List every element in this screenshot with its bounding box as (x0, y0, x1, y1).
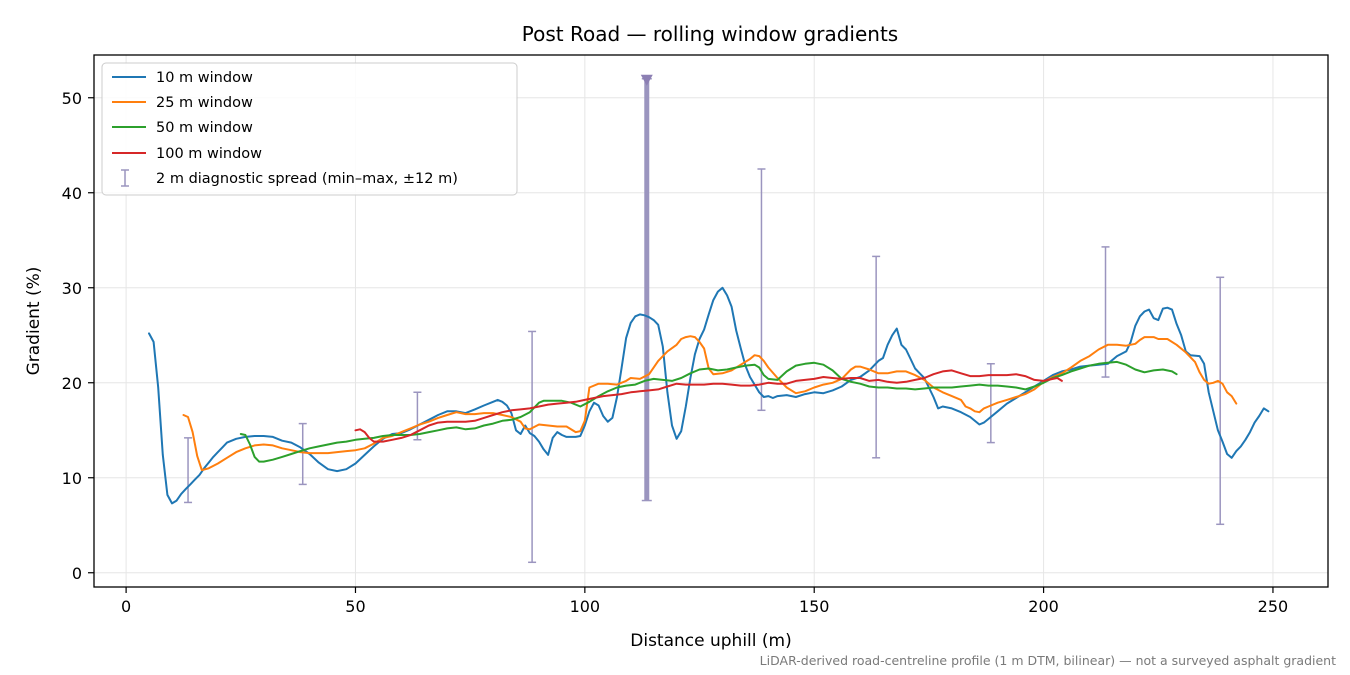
legend-label-100m: 100 m window (156, 146, 262, 162)
x-tick-label: 200 (1028, 597, 1059, 616)
error-bar-max-marker (640, 74, 653, 86)
legend-box (101, 62, 518, 196)
x-axis-label: Distance uphill (m) (630, 631, 791, 651)
error-bar (640, 74, 653, 502)
footnote: LiDAR-derived road-centreline profile (1… (760, 653, 1336, 668)
axis-ticks: 0 50 100 150 200 250 0 10 20 30 40 50 (62, 89, 1289, 616)
legend-swatch-errorbar (121, 169, 129, 187)
y-tick-label: 40 (62, 184, 82, 203)
y-tick-label: 30 (62, 279, 82, 298)
legend-label-25m: 25 m window (156, 95, 253, 111)
x-tick-label: 0 (121, 597, 131, 616)
legend-label-10m: 10 m window (156, 70, 253, 86)
y-axis-label: Gradient (%) (24, 267, 44, 376)
error-bar (528, 330, 537, 564)
series-lines (148, 286, 1270, 505)
y-tick-label: 10 (62, 469, 82, 488)
chart-title: Post Road — rolling window gradients (522, 22, 898, 46)
error-bar (298, 422, 307, 486)
error-bar (1101, 246, 1110, 378)
series-line-3 (354, 369, 1063, 443)
error-bar (872, 255, 881, 459)
x-tick-label: 50 (345, 597, 365, 616)
error-bar (1216, 276, 1225, 526)
plot-frame (93, 54, 1329, 588)
x-tick-label: 100 (570, 597, 601, 616)
series-line-0 (148, 286, 1270, 505)
x-tick-label: 150 (799, 597, 830, 616)
y-tick-label: 50 (62, 89, 82, 108)
error-bar (184, 437, 193, 504)
x-tick-label: 250 (1258, 597, 1289, 616)
series-line-2 (239, 360, 1178, 463)
y-tick-label: 0 (72, 564, 82, 583)
y-tick-label: 20 (62, 374, 82, 393)
legend: 10 m window 25 m window 50 m window 100 … (101, 62, 518, 196)
series-line-1 (182, 335, 1238, 472)
error-bar (986, 363, 995, 444)
legend-label-50m: 50 m window (156, 120, 253, 136)
error-bars (184, 74, 1225, 564)
legend-label-errorbar: 2 m diagnostic spread (min–max, ±12 m) (156, 171, 458, 187)
